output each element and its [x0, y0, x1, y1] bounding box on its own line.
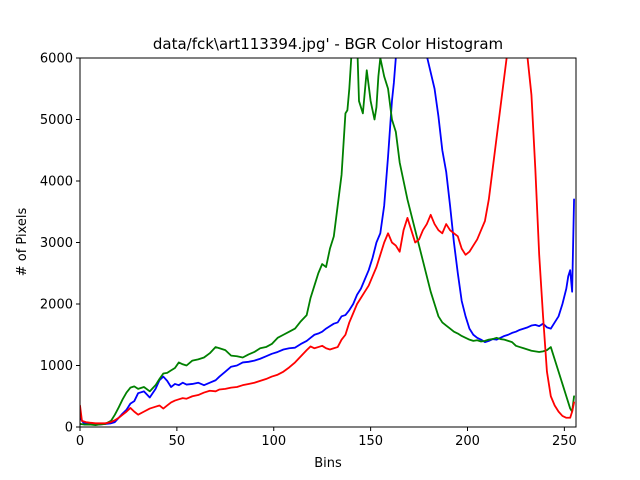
x-tick-label: 100	[261, 434, 286, 449]
series-line-2	[80, 58, 575, 425]
x-tick-label: 150	[358, 434, 383, 449]
x-axis-label: Bins	[314, 456, 342, 471]
y-tick-label: 2000	[40, 298, 73, 313]
y-tick-label: 1000	[40, 359, 73, 374]
series-line-1	[80, 58, 575, 427]
y-tick-label: 0	[65, 421, 73, 436]
x-axis: 0 50 100 150 200 250	[76, 427, 577, 449]
chart-title: data/fck\art113394.jpg' - BGR Color Hist…	[153, 35, 503, 53]
y-axis-label: # of Pixels	[15, 208, 30, 277]
y-tick-label: 4000	[40, 175, 73, 190]
x-tick-label: 0	[76, 434, 84, 449]
y-axis: 0 1000 2000 3000 4000 5000 6000	[40, 52, 80, 436]
x-tick-label: 250	[552, 434, 577, 449]
y-tick-label: 6000	[40, 52, 73, 67]
x-tick-label: 200	[455, 434, 480, 449]
series-line-0	[80, 58, 575, 426]
series-layer	[80, 58, 575, 427]
x-tick-label: 50	[169, 434, 186, 449]
y-tick-label: 3000	[40, 236, 73, 251]
y-tick-label: 5000	[40, 113, 73, 128]
